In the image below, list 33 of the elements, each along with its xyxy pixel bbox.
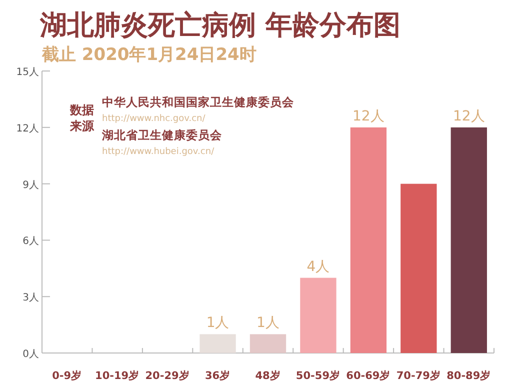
y-tick-label: 12人 bbox=[16, 123, 39, 134]
x-tick-label: 50-59岁 bbox=[296, 369, 341, 382]
annotation: 中华人民共和国国家卫生健康委员会 bbox=[102, 95, 295, 109]
x-tick-label: 36岁 bbox=[204, 369, 231, 382]
chart-title: 湖北肺炎死亡病例 年龄分布图 bbox=[39, 10, 400, 41]
y-tick-label: 15人 bbox=[16, 67, 39, 78]
annotation: 数据来源 bbox=[69, 103, 95, 133]
y-tick-label: 0人 bbox=[22, 349, 39, 360]
x-tick-label: 10-19岁 bbox=[95, 369, 140, 382]
chart-subtitle: 截止 2020年1月24日24时 bbox=[41, 45, 256, 65]
y-tick-label: 3人 bbox=[22, 292, 39, 304]
annotation: http://www.hubei.gov.cn/ bbox=[102, 147, 216, 157]
data-label: 12人 bbox=[452, 108, 485, 124]
data-label: 12人 bbox=[352, 108, 384, 124]
bar bbox=[400, 184, 437, 353]
annotation: http://www.nhc.gov.cn/ bbox=[102, 114, 206, 124]
x-tick-label: 0-9岁 bbox=[52, 369, 82, 382]
y-tick-label: 9人 bbox=[22, 180, 39, 191]
x-tick-label: 60-69岁 bbox=[346, 369, 391, 382]
y-tick-label: 6人 bbox=[22, 236, 39, 248]
bar bbox=[450, 127, 487, 353]
data-label: 1人 bbox=[206, 315, 230, 332]
bar bbox=[350, 127, 387, 353]
x-tick-label: 80-89岁 bbox=[446, 369, 492, 382]
x-tick-label: 20-29岁 bbox=[145, 369, 190, 382]
bar bbox=[300, 278, 336, 353]
x-tick-label: 48岁 bbox=[255, 369, 281, 382]
bar bbox=[200, 334, 236, 353]
data-label: 4人 bbox=[306, 258, 330, 275]
annotation: 湖北省卫生健康委员会 bbox=[101, 128, 223, 142]
bar bbox=[250, 334, 286, 353]
data-label: 1人 bbox=[256, 315, 280, 332]
x-tick-label: 70-79岁 bbox=[396, 369, 441, 382]
